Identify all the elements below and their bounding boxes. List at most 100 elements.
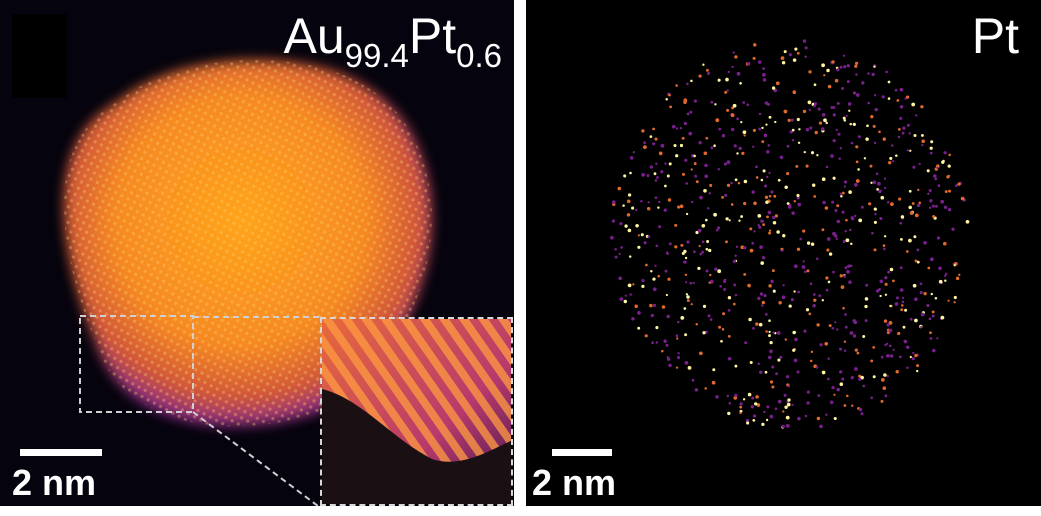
pt-atom-dot <box>775 372 779 376</box>
pt-atom-dot <box>705 136 709 140</box>
pt-atom-dot <box>755 176 759 179</box>
pt-atom-dot <box>777 178 781 182</box>
pt-atom-dot <box>661 349 664 353</box>
pt-atom-dot <box>848 109 851 112</box>
pt-atom-dot <box>955 276 960 281</box>
pt-atom-dot <box>768 229 772 232</box>
pt-atom-dot <box>775 81 780 86</box>
pt-atom-dot <box>920 312 925 317</box>
pt-atom-dot <box>773 194 777 198</box>
pt-atom-dot <box>886 342 889 345</box>
pt-atom-dot <box>821 63 825 68</box>
pt-atom-dot <box>760 178 764 182</box>
pt-atom-dot <box>793 290 796 293</box>
pt-atom-dot <box>765 123 768 126</box>
pt-atom-dot <box>675 154 679 158</box>
pt-atom-dot <box>619 297 624 301</box>
pt-atom-dot <box>787 118 791 123</box>
pt-atom-dot <box>681 172 686 176</box>
pt-atom-dot <box>823 74 826 77</box>
pt-atom-dot <box>928 317 932 321</box>
pt-atom-dot <box>734 364 738 368</box>
pt-atom-dot <box>805 127 810 132</box>
pt-atom-dot <box>796 51 800 55</box>
pt-atom-dot <box>880 195 885 200</box>
pt-atom-dot <box>676 356 681 360</box>
pt-atom-dot <box>759 292 764 296</box>
pt-atom-dot <box>888 161 892 165</box>
pt-atom-dot <box>654 264 657 267</box>
pt-atom-dot <box>855 145 859 149</box>
pt-atom-dot <box>912 283 917 288</box>
pt-atom-dot <box>709 183 713 187</box>
pt-atom-dot <box>677 320 680 324</box>
scale-bar <box>552 449 612 456</box>
pt-atom-dot <box>866 124 869 128</box>
pt-atom-dot <box>868 202 872 206</box>
pt-atom-dot <box>810 242 815 246</box>
pt-atom-dot <box>787 398 791 402</box>
pt-atom-dot <box>731 65 734 69</box>
pt-atom-dot <box>805 164 809 168</box>
pt-atom-dot <box>904 97 907 100</box>
pt-atom-dot <box>679 143 684 148</box>
pt-atom-dot <box>827 280 831 284</box>
pt-atom-dot <box>762 223 765 226</box>
pt-atom-dot <box>805 308 810 312</box>
pt-atom-dot <box>870 181 873 184</box>
pt-atom-dot <box>850 141 854 145</box>
pt-atom-dot <box>842 116 846 120</box>
pt-atom-dot <box>784 338 787 341</box>
pt-atom-dot <box>843 404 847 407</box>
pt-atom-dot <box>965 219 970 224</box>
pt-atom-dot <box>693 154 696 158</box>
pt-atom-dot <box>760 261 765 265</box>
pt-atom-dot <box>914 213 919 218</box>
pt-atom-dot <box>842 239 846 244</box>
pt-atom-dot <box>839 382 844 386</box>
pt-atom-dot <box>953 264 956 267</box>
pt-atom-dot <box>898 197 902 201</box>
pt-atom-dot <box>717 269 722 274</box>
pt-atom-dot <box>730 181 733 185</box>
pt-atom-dot <box>940 315 945 320</box>
pt-atom-dot <box>707 314 711 318</box>
pt-atom-dot <box>658 225 662 229</box>
pt-atom-dot <box>948 189 951 193</box>
pt-atom-dot <box>883 235 887 238</box>
pt-atom-dot <box>902 126 906 130</box>
pt-atom-dot <box>854 214 857 218</box>
pt-atom-dot <box>611 219 615 223</box>
pt-atom-dot <box>944 190 948 194</box>
pt-atom-dot <box>902 325 906 329</box>
pt-atom-dot <box>758 112 762 116</box>
pt-atom-dot <box>762 73 766 77</box>
pt-atom-dot <box>623 174 627 178</box>
pt-atom-dot <box>838 157 841 160</box>
pt-atom-dot <box>813 298 817 302</box>
pt-atom-dot <box>743 134 746 137</box>
pt-atom-dot <box>887 270 891 274</box>
pt-atom-dot <box>726 108 730 112</box>
pt-atom-dot <box>755 322 759 326</box>
pt-atom-dot <box>768 115 772 119</box>
pt-atom-dot <box>765 418 769 422</box>
pt-atom-dot <box>880 355 884 359</box>
pt-atom-dot <box>777 399 782 404</box>
pt-atom-dot <box>953 301 956 304</box>
pt-atom-dot <box>912 165 916 169</box>
pt-atom-dot <box>929 146 933 150</box>
pt-atom-dot <box>801 265 806 269</box>
pt-atom-dot <box>918 162 921 166</box>
pt-atom-dot <box>828 252 833 256</box>
pt-atom-dot <box>623 299 628 304</box>
pt-atom-dot <box>960 196 965 201</box>
pt-atom-dot <box>812 303 816 308</box>
pt-atom-dot <box>847 264 851 268</box>
pt-atom-dot <box>772 331 775 334</box>
pt-atom-dot <box>769 349 773 354</box>
pt-atom-dot <box>874 212 877 216</box>
pt-atom-dot <box>657 206 660 209</box>
title-pt: Pt <box>408 8 457 64</box>
pt-atom-dot <box>763 294 767 298</box>
